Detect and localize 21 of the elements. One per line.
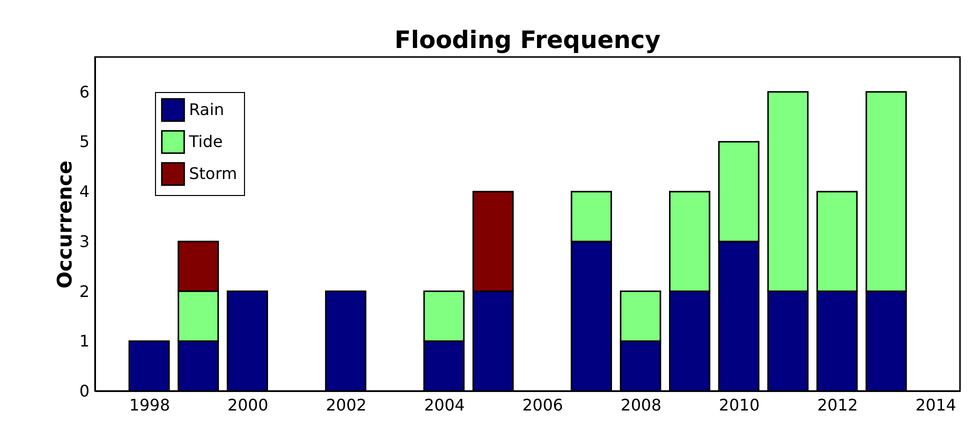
y-axis-title: Occurrence bbox=[52, 160, 76, 288]
y-tick-label: 5 bbox=[79, 132, 90, 152]
y-tick-label: 0 bbox=[79, 382, 90, 400]
x-tick-label: 2014 bbox=[915, 396, 956, 414]
x-tick-label: 2004 bbox=[424, 396, 465, 414]
y-tick-label: 2 bbox=[79, 282, 90, 301]
chart-title: Flooding Frequency bbox=[394, 26, 661, 54]
y-tick-label: 6 bbox=[79, 82, 90, 102]
x-tick-label: 1998 bbox=[129, 396, 170, 414]
x-tick-label: 2000 bbox=[228, 396, 268, 414]
legend-label: Storm bbox=[189, 164, 238, 183]
x-tick-label: 2006 bbox=[522, 396, 564, 414]
x-tick-label: 2010 bbox=[718, 396, 760, 414]
x-tick-label: 2012 bbox=[817, 396, 858, 414]
x-tick-label: 2008 bbox=[620, 396, 662, 414]
y-tick-label: 1 bbox=[79, 332, 90, 351]
legend-label: Tide bbox=[188, 132, 223, 151]
y-tick-label: 4 bbox=[79, 182, 90, 202]
x-tick-label: 2002 bbox=[326, 396, 367, 414]
legend-label: Rain bbox=[189, 100, 224, 119]
y-tick-label: 3 bbox=[79, 232, 90, 251]
